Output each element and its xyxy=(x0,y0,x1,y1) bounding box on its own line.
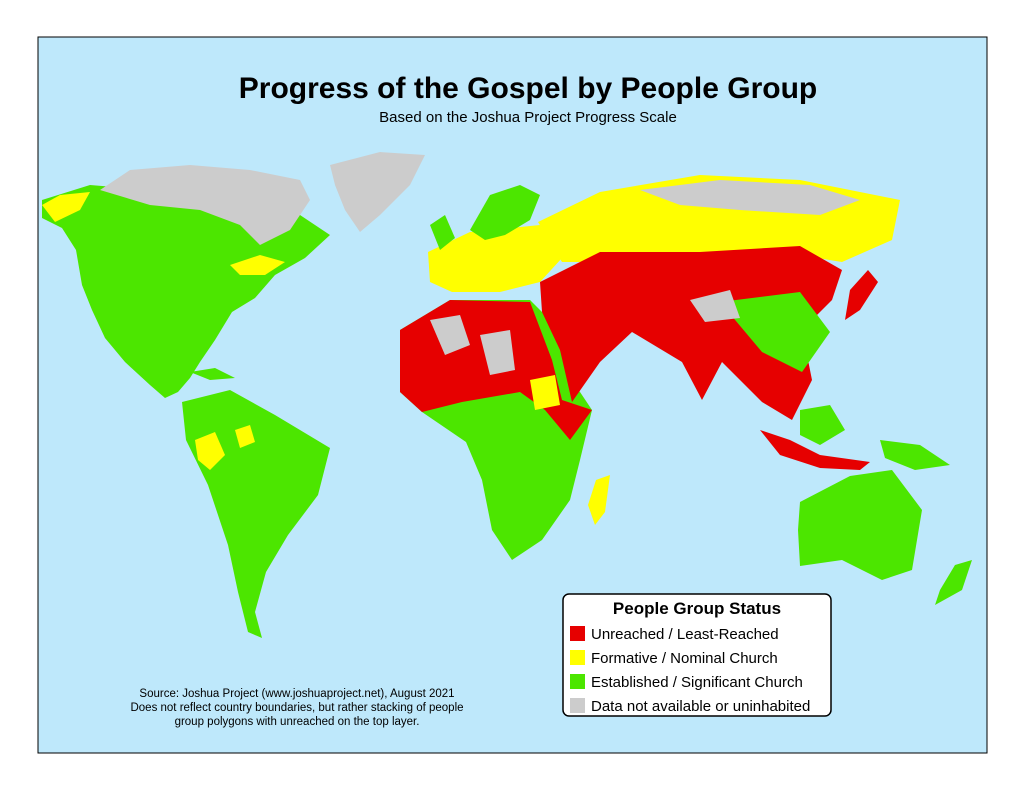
greenland xyxy=(330,152,425,232)
land xyxy=(42,152,972,638)
legend-swatch xyxy=(570,650,585,665)
legend-swatch xyxy=(570,674,585,689)
map-subtitle: Based on the Joshua Project Progress Sca… xyxy=(379,109,677,126)
legend-box xyxy=(562,593,832,717)
alaska xyxy=(42,192,90,222)
siberia xyxy=(640,180,860,215)
legend-label: Unreached / Least-Reached xyxy=(591,626,779,643)
madagascar xyxy=(588,475,610,525)
sahara xyxy=(480,330,515,375)
british-isles xyxy=(430,215,455,250)
sahara xyxy=(430,315,470,355)
source-note: Source: Joshua Project (www.joshuaprojec… xyxy=(130,688,463,728)
legend-title: People Group Status xyxy=(613,599,781,618)
borneo xyxy=(800,405,845,445)
source-line: group polygons with unreached on the top… xyxy=(175,716,420,728)
quebec xyxy=(230,255,285,275)
map-title: Progress of the Gospel by People Group xyxy=(239,72,817,105)
europe xyxy=(428,225,562,292)
source-line: Source: Joshua Project (www.joshuaprojec… xyxy=(139,688,454,700)
new-zealand xyxy=(935,560,972,605)
canada-north xyxy=(100,165,310,245)
cuba xyxy=(190,368,235,380)
asia xyxy=(540,246,842,420)
japan xyxy=(845,270,878,320)
tibet xyxy=(690,290,740,322)
new-guinea xyxy=(880,440,950,470)
legend-swatch xyxy=(570,698,585,713)
source-line: Does not reflect country boundaries, but… xyxy=(130,702,463,714)
indonesia xyxy=(760,430,870,470)
amazon-patch xyxy=(235,425,255,448)
legend-swatch xyxy=(570,626,585,641)
legend-label: Data not available or uninhabited xyxy=(591,698,810,715)
scandinavia xyxy=(470,185,540,240)
legend-label: Formative / Nominal Church xyxy=(591,650,778,667)
australia xyxy=(798,470,922,580)
legend-label: Established / Significant Church xyxy=(591,674,803,691)
legend: People Group Status Unreached / Least-Re… xyxy=(562,593,832,717)
amazon-patch xyxy=(195,432,225,470)
sudan-patch xyxy=(530,375,560,410)
china xyxy=(720,292,830,372)
